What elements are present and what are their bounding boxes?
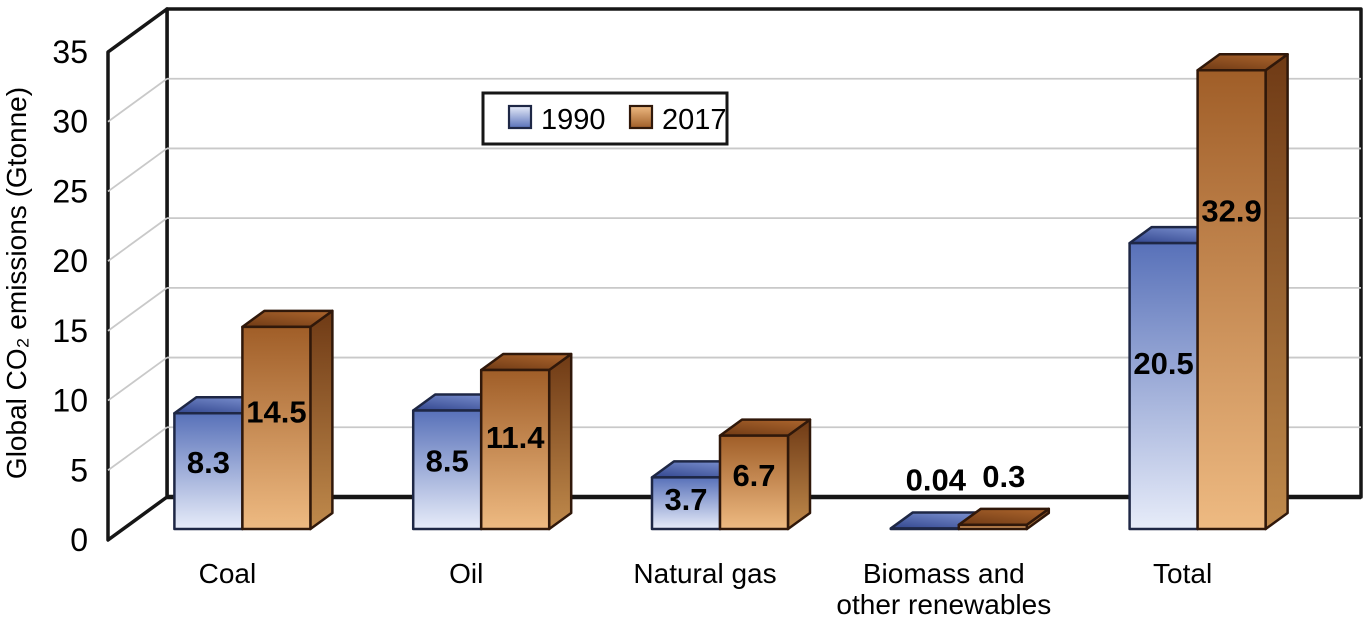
- bar-coal-2017: [241, 309, 334, 531]
- gridline-left-wall: [107, 287, 168, 332]
- bar-biomass-and-other-renewables-2017: [957, 507, 1051, 531]
- value-labels: 8.3 14.5 8.5 11.4 3.7 6.7 0.04 0.3 20.5 32.9: [187, 193, 1262, 517]
- category-label-coal: Coal: [199, 558, 257, 589]
- gridline-left-wall: [107, 217, 168, 262]
- value-label-coal-1990: 8.3: [187, 445, 230, 480]
- category-label-total: Total: [1153, 558, 1212, 589]
- value-label-natural-gas-1990: 3.7: [664, 482, 707, 517]
- gridline-left-wall: [107, 77, 168, 123]
- y-tick-labels: 0 5 10 15 20 25 30 35: [52, 34, 88, 558]
- y-axis-title: Global CO₂ emissions (Gtonne): [1, 87, 32, 479]
- y-tick-label-5: 5: [70, 452, 88, 488]
- value-label-oil-1990: 8.5: [426, 443, 469, 478]
- left-wall: [106, 7, 169, 542]
- value-label-total-1990: 20.5: [1133, 346, 1193, 381]
- value-label-coal-2017: 14.5: [246, 395, 306, 430]
- gridline-left-wall: [107, 356, 168, 402]
- y-tick-label-30: 30: [52, 104, 88, 140]
- bar-total-2017: [1196, 53, 1289, 531]
- category-label-natural-gas: Natural gas: [633, 558, 776, 589]
- category-label-biomass-and-other-renewables: other renewables: [836, 589, 1051, 617]
- y-tick-label-25: 25: [52, 173, 88, 209]
- value-label-biomass-and-other-renewables-2017: 0.3: [982, 459, 1025, 494]
- bar-natural-gas-2017: [718, 418, 812, 531]
- legend-label-2017: 2017: [662, 104, 727, 136]
- legend-swatch-1990: [507, 104, 533, 130]
- legend-label-1990: 1990: [541, 104, 606, 136]
- category-label-oil: Oil: [449, 558, 483, 589]
- value-label-total-2017: 32.9: [1201, 193, 1261, 228]
- bar-oil-2017: [479, 352, 573, 531]
- value-label-oil-2017: 11.4: [486, 420, 545, 455]
- y-tick-label-15: 15: [52, 313, 88, 349]
- y-tick-label-35: 35: [52, 34, 88, 70]
- y-tick-label-0: 0: [70, 522, 88, 558]
- category-label-biomass-and-other-renewables: Biomass and: [863, 558, 1025, 589]
- gridline-left-wall: [107, 426, 168, 472]
- value-label-natural-gas-2017: 6.7: [732, 458, 775, 493]
- gridline-left-wall: [107, 147, 168, 193]
- legend: 1990 2017: [481, 91, 729, 146]
- value-label-biomass-and-other-renewables-1990: 0.04: [906, 462, 967, 497]
- legend-swatch-2017: [628, 104, 654, 130]
- y-tick-label-20: 20: [52, 243, 88, 279]
- y-tick-label-10: 10: [52, 383, 88, 419]
- bars: [173, 53, 1289, 531]
